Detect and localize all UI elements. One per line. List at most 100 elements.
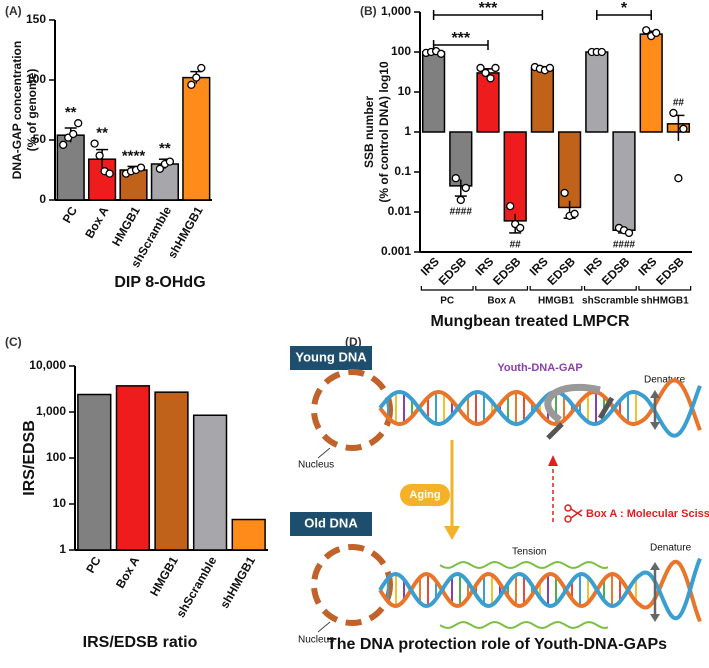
data-point — [155, 164, 165, 173]
significance: ** — [65, 104, 77, 121]
y-tick-label: 100 — [46, 450, 66, 464]
data-point — [597, 47, 606, 57]
group-label: PC — [440, 296, 454, 307]
significance: ## — [510, 240, 522, 251]
y-tick-label: 1 — [59, 542, 66, 556]
y-axis-label: (% of control DNA) log10 — [377, 61, 391, 203]
y-tick-label: 10 — [53, 496, 67, 510]
data-point — [105, 169, 114, 178]
data-point — [516, 223, 525, 233]
group-label: shHMGB1 — [641, 296, 689, 307]
group-label: HMGB1 — [538, 296, 575, 307]
significance-bracket — [432, 40, 489, 50]
tension-wave — [439, 620, 609, 630]
data-point — [545, 63, 555, 73]
data-point — [570, 209, 579, 218]
bar — [182, 76, 211, 201]
tension-wave — [439, 560, 609, 570]
data-point — [451, 174, 460, 183]
data-point — [476, 63, 485, 73]
x-tick-label: Box A — [82, 204, 111, 241]
arrow — [546, 422, 564, 440]
arrow-head — [444, 526, 460, 540]
chart-title: Mungbean treated LMPCR — [430, 313, 630, 330]
diagram: (D) Young DNA Old DNA Nucleus Nucleus Yo… — [290, 335, 709, 653]
significance-bracket — [596, 10, 652, 20]
y-tick-label: 0 — [39, 192, 46, 206]
significance: #### — [613, 240, 636, 251]
y-axis-label: IRS/EDSB — [21, 420, 38, 496]
label-box — [290, 346, 372, 370]
arrow-head — [650, 390, 660, 430]
x-tick-label: EDSB — [544, 254, 578, 288]
x-tick-label: EDSB — [436, 254, 470, 288]
bar — [115, 385, 151, 551]
group-bracket — [529, 286, 583, 291]
data-point — [642, 26, 651, 35]
bar — [612, 131, 636, 231]
y-tick-label: 10 — [398, 84, 412, 98]
x-tick-label: Box A — [113, 554, 142, 591]
data-point — [506, 202, 515, 211]
denature-label: Denature — [644, 375, 686, 386]
group-bracket — [638, 286, 692, 291]
x-tick-label: HMGB1 — [109, 204, 143, 249]
tension-label: Tension — [512, 547, 546, 558]
panel-label: (D) — [345, 335, 362, 349]
data-point — [456, 195, 465, 205]
data-point — [74, 119, 83, 128]
arrow — [597, 396, 615, 420]
significance-bracket — [432, 10, 544, 20]
y-axis-label: (% of genome) — [25, 69, 39, 152]
strand — [378, 378, 702, 431]
scissors-icon — [564, 504, 583, 523]
y-tick-label: 10,000 — [29, 358, 66, 372]
data-point — [560, 188, 569, 198]
nucleus — [311, 369, 393, 451]
group-bracket — [420, 286, 474, 291]
bar — [231, 518, 266, 551]
aging-label: Aging — [409, 489, 440, 501]
group-bracket — [475, 286, 529, 291]
strand — [378, 559, 702, 623]
bar — [530, 67, 555, 133]
panel-label: (B) — [360, 4, 377, 18]
bar — [192, 414, 228, 551]
significance: ** — [159, 140, 171, 157]
data-point — [187, 80, 196, 89]
bar — [476, 72, 500, 133]
data-point — [192, 73, 201, 82]
strand — [378, 557, 702, 621]
nucleus-label: Nucleus — [298, 460, 334, 471]
group-bracket — [583, 286, 637, 291]
significance: ## — [673, 98, 685, 109]
x-tick-label: EDSB — [490, 254, 524, 288]
x-tick-label: HMGB1 — [147, 554, 181, 599]
y-tick-label: 1 — [404, 124, 411, 138]
bar — [585, 51, 609, 133]
group-label: Box A — [487, 296, 516, 307]
scissors-label: Box A : Molecular Scissors — [586, 508, 709, 520]
y-tick-label: 1,000 — [36, 404, 66, 418]
x-tick-label: PC — [60, 204, 81, 226]
gap-ring — [544, 383, 601, 423]
data-point — [486, 74, 495, 83]
leader — [317, 621, 331, 633]
x-tick-label: EDSB — [599, 254, 633, 288]
y-tick-label: 0.001 — [381, 244, 411, 258]
data-point — [461, 183, 470, 193]
x-tick-label: EDSB — [653, 254, 687, 288]
data-point — [59, 140, 68, 149]
nucleus-label: Nucleus — [298, 635, 334, 646]
y-tick-label: 150 — [26, 12, 46, 26]
y-tick-label: 0.01 — [388, 204, 412, 218]
chart-title: DIP 8-OHdG — [114, 274, 205, 291]
strand — [378, 385, 702, 438]
old-label: Old DNA — [304, 515, 358, 530]
data-point — [69, 129, 78, 139]
significance: **** — [122, 147, 146, 164]
data-point — [436, 49, 446, 58]
bar — [421, 51, 446, 133]
denature-label: Denature — [650, 543, 692, 554]
